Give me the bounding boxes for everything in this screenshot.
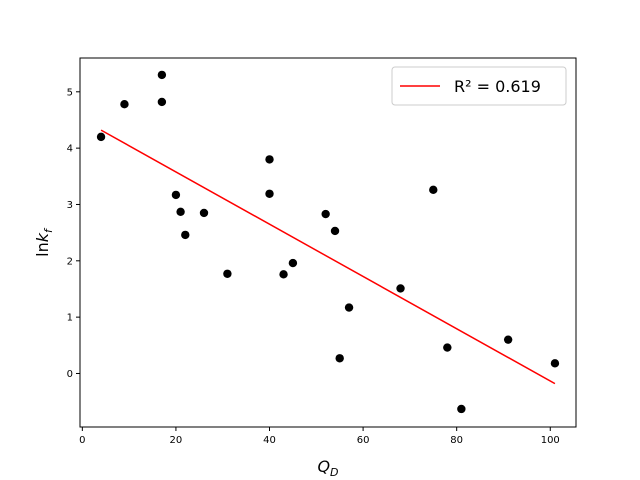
y-tick-label: 5 bbox=[67, 87, 73, 98]
data-point bbox=[96, 132, 106, 142]
data-point bbox=[288, 258, 298, 268]
fit-line bbox=[100, 129, 556, 385]
data-point bbox=[503, 335, 513, 344]
y-axis-label: lnkf bbox=[33, 227, 55, 257]
x-axis-label: QD bbox=[317, 457, 338, 479]
data-point bbox=[457, 404, 466, 414]
data-point bbox=[120, 99, 129, 109]
data-point bbox=[171, 190, 181, 200]
axes-frame bbox=[79, 57, 577, 428]
plot-area bbox=[96, 70, 560, 414]
data-point bbox=[321, 209, 330, 219]
data-point bbox=[279, 270, 288, 279]
data-point bbox=[157, 97, 167, 107]
data-point bbox=[429, 185, 438, 195]
y-tick-label: 3 bbox=[67, 200, 73, 211]
y-axis: 0 1 2 3 4 5 bbox=[67, 87, 80, 380]
x-tick-label: 20 bbox=[170, 435, 183, 446]
data-point bbox=[335, 354, 344, 363]
legend-box bbox=[391, 66, 567, 106]
x-axis: 0 20 40 60 80 100 bbox=[79, 427, 560, 446]
data-point bbox=[330, 226, 340, 236]
data-point bbox=[344, 303, 354, 312]
data-point bbox=[176, 207, 185, 216]
x-tick-label: 60 bbox=[357, 435, 370, 446]
data-point bbox=[396, 284, 405, 293]
data-point bbox=[443, 343, 452, 352]
y-tick-label: 0 bbox=[67, 369, 73, 380]
x-tick-label: 0 bbox=[79, 435, 85, 446]
y-tick-label: 4 bbox=[67, 144, 73, 155]
data-point bbox=[181, 230, 190, 240]
legend-label: R² = 0.619 bbox=[454, 77, 541, 96]
y-tick-label: 2 bbox=[67, 256, 73, 267]
data-point bbox=[199, 208, 209, 218]
data-point bbox=[223, 269, 232, 278]
legend: R² = 0.619 bbox=[391, 66, 567, 106]
y-tick-label: 1 bbox=[67, 313, 73, 324]
data-point bbox=[265, 189, 274, 198]
x-tick-label: 100 bbox=[541, 435, 560, 446]
data-point bbox=[157, 70, 167, 80]
data-point bbox=[550, 359, 560, 368]
data-point bbox=[265, 155, 274, 164]
x-tick-label: 40 bbox=[263, 435, 276, 446]
x-tick-label: 80 bbox=[450, 435, 463, 446]
